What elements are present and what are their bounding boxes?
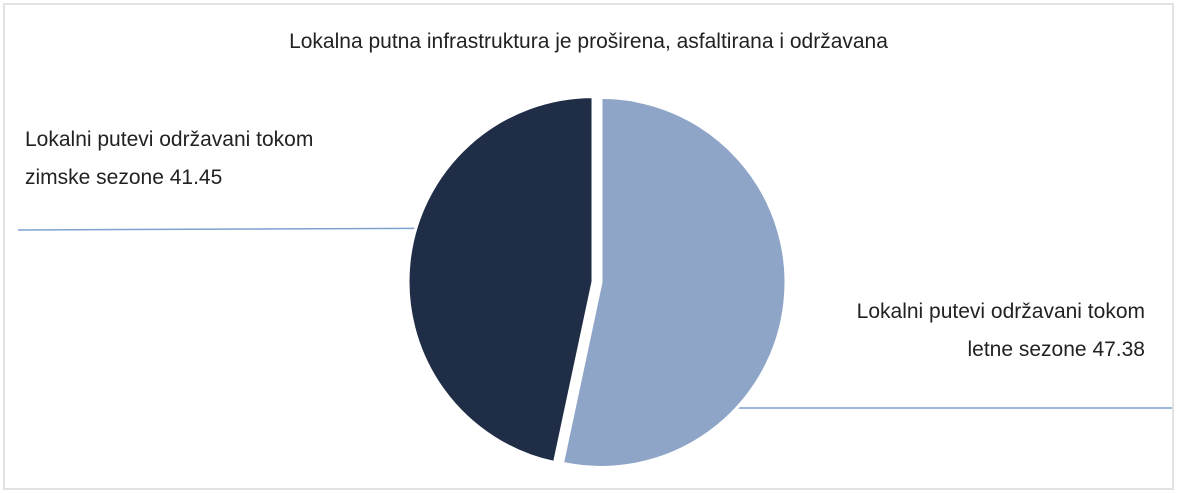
category-label: Lokalni putevi održavani tokom zimske se… [25,128,314,189]
pie-slice [406,95,595,465]
value-label: 41.45 [169,166,223,189]
chart-title: Lokalna putna infrastruktura je proširen… [289,30,888,53]
frame [3,3,1174,490]
category-label: Lokalni putevi održavani tokom letne sez… [856,300,1145,361]
value-label: 47.38 [1092,338,1145,361]
data-label: Lokalni putevi održavani tokom letne sez… [830,293,1145,369]
pie-slice [560,95,788,469]
data-label: Lokalni putevi održavani tokom zimske se… [25,121,340,197]
